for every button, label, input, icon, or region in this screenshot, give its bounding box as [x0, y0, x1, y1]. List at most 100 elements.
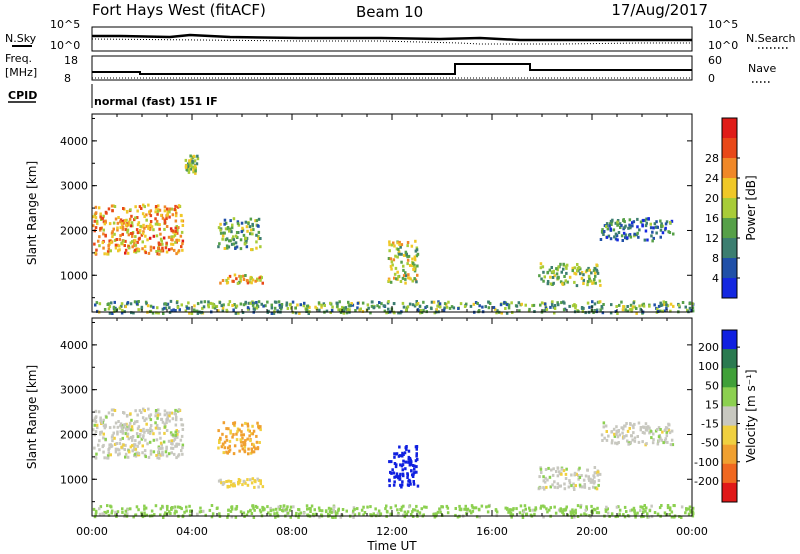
echo-cell — [639, 220, 643, 224]
nave-label: Nave — [748, 62, 776, 75]
echo-cell — [668, 513, 671, 516]
echo-cell — [442, 308, 446, 312]
echo-cell — [190, 312, 194, 315]
echo-cell — [129, 232, 133, 235]
echo-cell — [110, 408, 114, 412]
echo-cell — [367, 306, 370, 310]
echo-cell — [626, 309, 629, 313]
echo-cell — [632, 426, 635, 430]
echo-cell — [133, 248, 137, 252]
echo-cell — [235, 231, 239, 234]
echo-cell — [166, 414, 169, 418]
echo-cell — [393, 475, 396, 479]
echo-cell — [589, 515, 592, 519]
echo-region — [599, 217, 675, 243]
echo-cell — [647, 217, 650, 221]
echo-cell — [147, 203, 150, 207]
echo-cell — [402, 504, 405, 508]
echo-cell — [392, 471, 396, 475]
echo-cell — [523, 504, 527, 508]
echo-cell — [108, 426, 112, 430]
echo-cell — [244, 439, 247, 443]
echo-cell — [222, 303, 225, 307]
echo-cell — [477, 507, 481, 511]
echo-cell — [170, 507, 173, 511]
echo-cell — [220, 304, 223, 308]
echo-cell — [249, 232, 252, 236]
echo-cell — [622, 218, 625, 222]
echo-cell — [652, 226, 655, 230]
echo-cell — [164, 246, 168, 250]
echo-cell — [571, 269, 574, 273]
echo-cell — [177, 453, 181, 457]
echo-cell — [111, 413, 114, 417]
echo-cell — [251, 303, 255, 307]
echo-cell — [134, 447, 138, 451]
echo-cell — [114, 512, 117, 516]
echo-cell — [525, 513, 528, 516]
echo-cell — [98, 235, 101, 239]
echo-cell — [488, 302, 492, 305]
y-axis-label: Slant Range [km] — [25, 161, 39, 265]
echo-cell — [549, 485, 552, 489]
echo-cell — [257, 237, 261, 241]
echo-cell — [104, 233, 107, 237]
echo-cell — [172, 235, 175, 239]
echo-cell — [390, 243, 394, 247]
echo-cell — [178, 308, 181, 312]
echo-cell — [231, 484, 235, 488]
echo-cell — [161, 446, 164, 450]
echo-cell — [487, 504, 491, 508]
echo-cell — [172, 308, 175, 312]
echo-cell — [377, 509, 381, 513]
echo-cell — [542, 475, 545, 479]
echo-cell — [163, 425, 167, 429]
echo-cell — [174, 509, 177, 513]
echo-cell — [608, 224, 611, 228]
echo-cell — [126, 432, 130, 436]
echo-cell — [672, 304, 675, 308]
echo-cell — [138, 409, 142, 413]
echo-cell — [294, 311, 298, 315]
echo-cell — [566, 513, 570, 517]
echo-cell — [636, 217, 639, 221]
echo-cell — [664, 226, 667, 230]
echo-cell — [415, 465, 418, 469]
echo-cell — [628, 426, 631, 430]
echo-cell — [542, 279, 545, 283]
echo-cell — [393, 480, 396, 484]
echo-cell — [242, 479, 246, 483]
echo-cell — [618, 508, 622, 512]
echo-cell — [227, 303, 230, 307]
echo-cell — [261, 281, 264, 285]
echo-cell — [149, 449, 153, 453]
echo-cell — [232, 242, 236, 246]
echo-cell — [629, 441, 632, 445]
echo-cell — [131, 232, 134, 235]
echo-cell — [123, 513, 127, 517]
echo-cell — [577, 474, 580, 478]
echo-cell — [582, 278, 585, 282]
echo-cell — [155, 250, 158, 253]
echo-cell — [594, 486, 597, 490]
y-tick-label: 3000 — [60, 180, 88, 193]
echo-cell — [318, 508, 321, 512]
echo-cell — [198, 510, 202, 514]
echo-cell — [200, 300, 203, 304]
echo-cell — [559, 507, 562, 511]
echo-cell — [243, 450, 247, 454]
echo-cell — [155, 234, 159, 238]
echo-cell — [196, 157, 200, 161]
echo-cell — [117, 420, 120, 423]
echo-cell — [136, 420, 139, 423]
echo-cell — [574, 306, 577, 310]
echo-cell — [612, 427, 616, 431]
echo-cell — [542, 270, 545, 274]
echo-cell — [127, 220, 131, 224]
echo-cell — [404, 271, 407, 275]
echo-cell — [163, 218, 166, 222]
echo-cell — [592, 474, 595, 478]
echo-cell — [590, 504, 593, 508]
echo-cell — [651, 230, 654, 234]
echo-cell — [553, 311, 556, 315]
